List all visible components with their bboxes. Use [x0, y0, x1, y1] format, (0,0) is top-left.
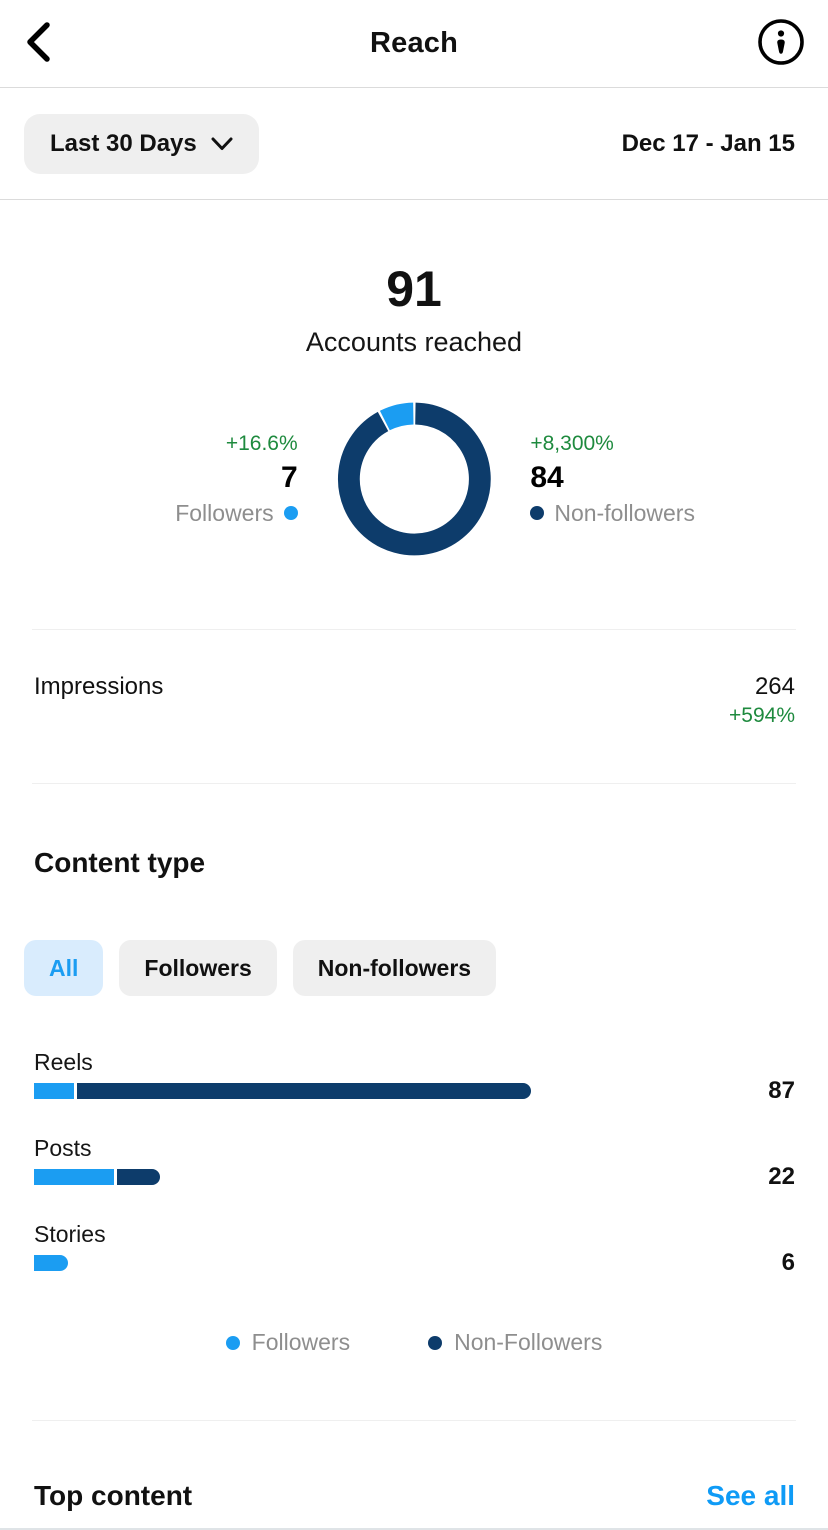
followers-value: 7 — [280, 461, 298, 494]
impressions-value: 264 — [754, 673, 795, 700]
followers-dot-icon — [225, 1335, 240, 1350]
reels-non-followers-segment — [77, 1083, 531, 1099]
divider — [32, 783, 796, 784]
tab-non-followers[interactable]: Non-followers — [292, 940, 497, 996]
reach-donut-chart — [337, 402, 491, 556]
reach-donut-row: +16.6% 7 Followers +8,300% 84 Non-follow… — [0, 398, 828, 560]
non-followers-dot-icon — [530, 506, 545, 520]
impressions-row: Impressions 264 +594% — [0, 630, 828, 783]
back-button[interactable] — [24, 21, 54, 66]
non-followers-stat: +8,300% 84 Non-followers — [530, 430, 828, 528]
posts-followers-segment — [34, 1169, 114, 1185]
non-followers-dot-icon — [428, 1335, 443, 1350]
bar-row: 6 — [34, 1249, 795, 1276]
period-dropdown[interactable]: Last 30 Days — [24, 113, 259, 174]
donut-slice-followers — [379, 402, 414, 431]
bar-label-reels: Reels — [34, 1049, 93, 1075]
legend-non-followers-label: Non-Followers — [454, 1329, 603, 1355]
posts-non-followers-segment — [117, 1169, 160, 1185]
divider — [32, 629, 796, 630]
header: Reach — [0, 0, 828, 88]
reels-followers-segment — [34, 1083, 74, 1099]
non-followers-value: 84 — [530, 461, 564, 494]
page-title: Reach — [369, 27, 459, 59]
accounts-reached-label: Accounts reached — [305, 327, 523, 357]
top-content-row: Top content See all — [0, 1421, 828, 1513]
bottom-edge-divider — [0, 1528, 828, 1530]
tab-all[interactable]: All — [24, 940, 104, 996]
impressions-label: Impressions — [34, 673, 164, 700]
followers-delta: +16.6% — [225, 432, 298, 455]
period-dropdown-label: Last 30 Days — [50, 129, 197, 157]
non-followers-delta: +8,300% — [530, 432, 614, 455]
bar-row: 87 — [34, 1077, 795, 1104]
bar-value-stories: 6 — [781, 1249, 795, 1276]
followers-dot-icon — [283, 506, 298, 520]
impressions-values: 264 +594% — [729, 672, 795, 783]
donut-slice-non-followers — [337, 402, 491, 556]
reach-overview: 91 Accounts reached +16.6% 7 Followers +… — [0, 262, 828, 560]
non-followers-label-row: Non-followers — [530, 498, 695, 528]
chevron-down-icon — [211, 130, 233, 158]
accounts-reached-value: 91 — [386, 261, 442, 317]
impressions-delta: +594% — [729, 704, 795, 727]
legend-non-followers: Non-Followers — [428, 1329, 602, 1356]
legend-followers-label: Followers — [251, 1329, 351, 1355]
content-type-tabs: All Followers Non-followers — [24, 940, 804, 996]
non-followers-label: Non-followers — [554, 500, 695, 526]
followers-stat: +16.6% 7 Followers — [0, 430, 298, 528]
bar-label-posts: Posts — [34, 1135, 92, 1161]
tab-followers[interactable]: Followers — [119, 940, 277, 996]
date-range-label: Dec 17 - Jan 15 — [621, 129, 795, 157]
chart-legend: Followers Non-Followers — [0, 1329, 828, 1356]
bar-label-stories: Stories — [34, 1221, 106, 1247]
stories-bar — [34, 1255, 68, 1271]
followers-label: Followers — [175, 500, 274, 526]
bar-row: 22 — [34, 1163, 795, 1190]
bar-value-reels: 87 — [768, 1077, 795, 1104]
reels-bar — [34, 1083, 531, 1099]
legend-followers: Followers — [225, 1329, 351, 1356]
info-icon — [756, 17, 806, 70]
divider — [32, 1420, 796, 1421]
posts-bar — [34, 1169, 160, 1185]
content-type-heading: Content type — [34, 847, 206, 878]
bar-value-posts: 22 — [768, 1163, 795, 1190]
back-chevron-icon — [24, 21, 54, 66]
top-content-heading: Top content — [34, 1480, 193, 1511]
info-button[interactable] — [756, 17, 806, 70]
stories-followers-segment — [34, 1255, 68, 1271]
content-type-bars: Reels 87 Posts 22 Stories 6 — [34, 1048, 795, 1276]
followers-label-row: Followers — [175, 498, 298, 528]
see-all-link[interactable]: See all — [706, 1480, 795, 1511]
date-filter-row: Last 30 Days Dec 17 - Jan 15 — [0, 88, 828, 200]
